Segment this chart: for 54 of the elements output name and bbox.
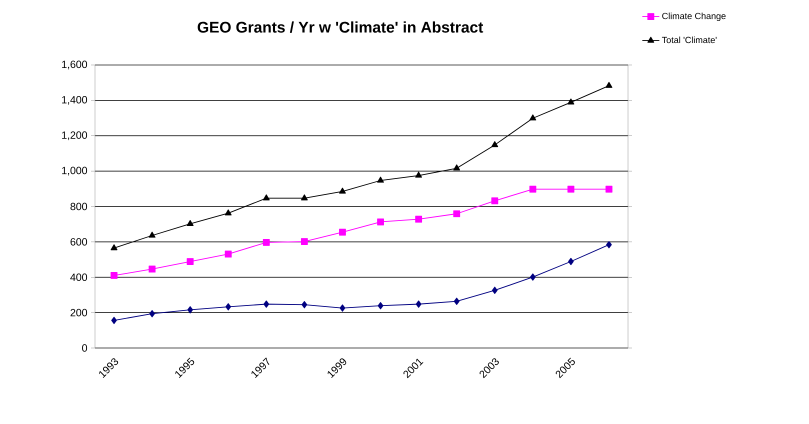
point [416,300,422,308]
point [111,316,117,324]
y-tick-label: 0 [82,344,88,352]
y-tick-label: 800 [70,202,88,210]
point [415,172,422,178]
point [378,302,384,310]
y-tick-label: 400 [70,274,88,281]
y-tick-label: 1,600 [62,60,88,70]
point [148,232,156,238]
point [529,114,536,120]
y-tick-label: 1,200 [62,131,88,140]
point [187,306,194,314]
point [453,164,460,170]
point [377,176,384,183]
point [606,82,612,88]
point [262,238,270,246]
point [568,258,574,266]
point [110,244,118,250]
point [530,273,536,281]
point [567,186,574,193]
point [148,266,156,273]
point [224,250,232,258]
point [415,216,422,223]
point [568,98,574,104]
point [302,301,308,308]
point [225,303,232,310]
point [339,228,346,236]
legend-label: Total 'Climate' [662,36,717,44]
point [186,220,194,226]
point [301,194,308,200]
y-tick-label: 200 [70,308,88,316]
point [149,310,155,318]
point [339,188,346,194]
point [263,300,270,308]
point [224,209,232,216]
chart-title: GEO Grants / Yr w 'Climate' in Abstract [198,21,484,33]
point [491,197,498,204]
point [300,238,308,245]
y-tick-label: 1,000 [62,166,88,176]
point [453,210,460,218]
y-tick-label: 600 [70,238,88,246]
point [340,304,346,312]
point [186,258,194,265]
point [377,218,384,226]
point [606,186,612,193]
point [606,241,612,248]
point [110,272,118,279]
point [262,194,270,200]
point [492,286,498,294]
legend-label: Climate Change [662,12,726,21]
point [529,186,536,193]
point [454,298,460,305]
y-tick-label: 1,400 [62,96,88,105]
point [491,141,498,148]
